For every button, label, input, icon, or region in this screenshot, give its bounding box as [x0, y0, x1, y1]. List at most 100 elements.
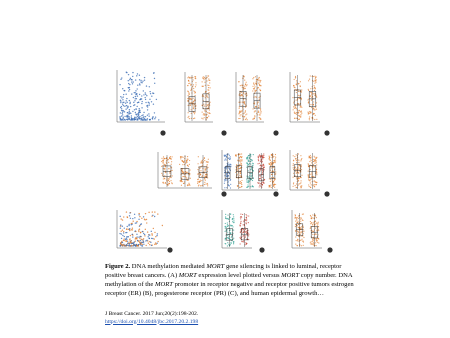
dot	[149, 119, 151, 121]
dot	[129, 101, 131, 104]
dot	[300, 110, 302, 112]
dot	[257, 111, 259, 113]
dot	[125, 240, 128, 242]
dot	[124, 115, 126, 118]
dot	[136, 88, 138, 90]
dot	[317, 223, 319, 225]
dot	[128, 113, 130, 115]
dot	[143, 118, 146, 120]
dot	[295, 170, 297, 173]
dot	[128, 118, 131, 121]
dot	[135, 237, 137, 239]
dot	[136, 238, 138, 240]
dot	[203, 113, 205, 115]
dot	[141, 107, 143, 109]
dot	[190, 99, 192, 101]
doi-link[interactable]: https://doi.org/10.4048/jbc.2017.20.2.19…	[105, 318, 199, 325]
dot	[119, 116, 121, 118]
caption-text: expression level plotted versus	[196, 272, 282, 279]
dot	[312, 184, 314, 186]
dot	[206, 80, 208, 82]
dot	[119, 99, 122, 102]
dot	[241, 153, 243, 155]
dot	[135, 117, 138, 119]
dot	[146, 239, 148, 242]
dot	[294, 216, 296, 218]
dot	[297, 177, 300, 180]
dot	[246, 218, 248, 220]
dot	[250, 175, 252, 177]
dot	[295, 243, 297, 245]
dot	[312, 163, 314, 166]
dot	[121, 77, 123, 79]
dot	[250, 153, 252, 156]
dot	[170, 163, 172, 165]
dot	[298, 168, 300, 170]
dot	[145, 218, 148, 221]
dot	[132, 220, 134, 222]
dot	[295, 84, 298, 86]
dot	[236, 185, 238, 187]
dot	[137, 243, 140, 246]
dot	[223, 154, 225, 156]
dot	[299, 244, 301, 247]
dot	[201, 160, 203, 162]
dot	[168, 178, 170, 180]
dot	[244, 93, 246, 95]
dot	[192, 107, 195, 109]
dot	[167, 159, 169, 161]
dot	[242, 213, 244, 216]
dot	[119, 112, 122, 114]
dot	[315, 157, 318, 159]
dot	[129, 83, 131, 86]
dot	[253, 83, 255, 85]
dot	[135, 108, 137, 110]
dot	[227, 157, 229, 159]
dot	[251, 159, 253, 161]
dot	[138, 214, 140, 216]
dot	[225, 213, 227, 215]
dot	[190, 89, 192, 91]
dot	[142, 216, 145, 218]
dot	[139, 84, 141, 86]
dot	[136, 115, 139, 118]
panel-badge	[259, 247, 265, 253]
dot	[127, 118, 129, 121]
dot	[153, 215, 156, 218]
dot	[127, 105, 129, 107]
dot	[133, 101, 135, 104]
dot	[247, 155, 250, 157]
dot	[202, 76, 204, 78]
dot	[144, 115, 147, 118]
dot	[261, 176, 264, 178]
dot	[133, 244, 136, 246]
dot	[260, 111, 262, 113]
dot	[238, 81, 240, 83]
dot	[314, 93, 316, 95]
dot	[171, 169, 173, 171]
dot	[242, 118, 245, 120]
dot	[187, 164, 189, 166]
dot	[144, 212, 147, 215]
dot	[122, 88, 124, 90]
dot	[228, 165, 230, 167]
dot	[309, 168, 311, 171]
dot	[244, 118, 247, 121]
dot	[225, 159, 228, 161]
dot	[171, 175, 173, 177]
caption-text: promoter in receptor negative and recept…	[105, 281, 354, 297]
dot	[296, 219, 298, 221]
dot	[308, 184, 310, 186]
dot	[143, 116, 145, 118]
dot	[242, 224, 244, 226]
dot	[225, 217, 227, 219]
dot	[142, 238, 145, 240]
dot	[136, 95, 139, 97]
dot	[194, 91, 197, 94]
dot	[250, 155, 252, 157]
dot	[294, 214, 297, 217]
panel-badge	[273, 191, 279, 197]
dot	[270, 186, 272, 189]
dot	[205, 169, 207, 171]
